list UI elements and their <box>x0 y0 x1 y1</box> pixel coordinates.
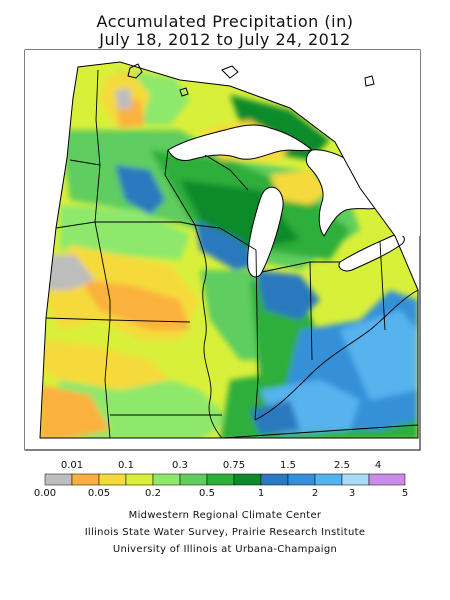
credit-university: University of Illinois at Urbana-Champai… <box>112 544 338 555</box>
legend-label-0.75: 0.75 <box>222 460 246 471</box>
legend-label-4: 4 <box>374 460 382 471</box>
legend-label-0.3: 0.3 <box>172 460 188 471</box>
legend-label-0.5: 0.5 <box>199 488 215 499</box>
legend-label-1.5: 1.5 <box>280 460 296 471</box>
legend-label-0.1: 0.1 <box>118 460 134 471</box>
map-date-range: July 18, 2012 to July 24, 2012 <box>99 30 351 49</box>
northern-islands <box>127 63 375 97</box>
lake-superior <box>167 124 314 161</box>
legend-label-0.00: 0.00 <box>33 488 57 499</box>
legend-label-2: 2 <box>311 488 319 499</box>
legend-label-2.5: 2.5 <box>334 460 350 471</box>
legend-colorbar <box>44 473 406 486</box>
outside-mask <box>25 50 420 450</box>
credit-center: Midwestern Regional Climate Center <box>128 510 322 521</box>
legend-label-1: 1 <box>257 488 265 499</box>
state-boundaries <box>45 69 419 439</box>
lake-erie <box>338 234 405 272</box>
legend-label-0.05: 0.05 <box>87 488 111 499</box>
legend-label-0.01: 0.01 <box>60 460 84 471</box>
map-title: Accumulated Precipitation (in) <box>96 12 354 31</box>
legend-label-0.2: 0.2 <box>145 488 161 499</box>
credit-survey: Illinois State Water Survey, Prairie Res… <box>84 527 366 538</box>
legend-label-5: 5 <box>401 488 409 499</box>
legend-label-3: 3 <box>348 488 356 499</box>
